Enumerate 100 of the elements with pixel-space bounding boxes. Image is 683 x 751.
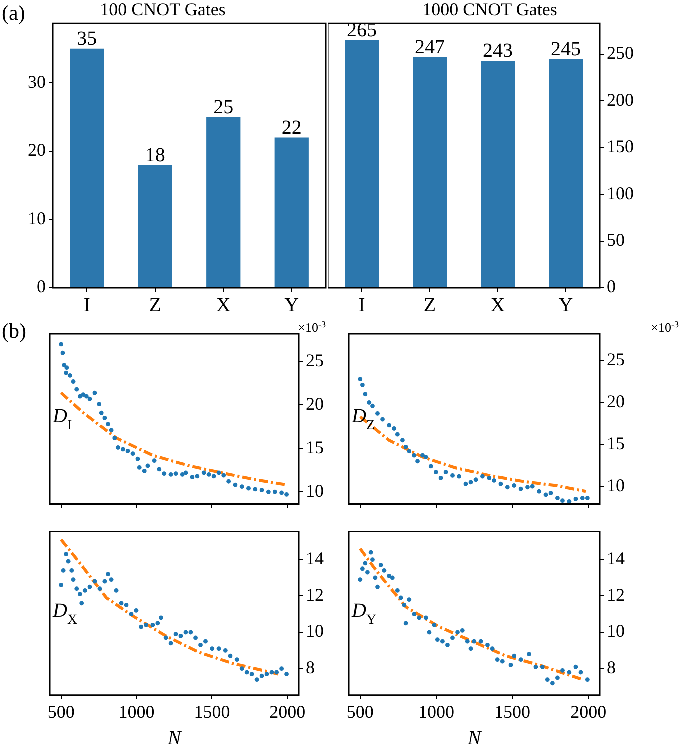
- point: [490, 646, 495, 652]
- point: [246, 486, 251, 491]
- point: [400, 438, 405, 443]
- point: [474, 478, 478, 482]
- point: [560, 498, 565, 504]
- point: [512, 654, 517, 658]
- point: [195, 474, 200, 479]
- point: [550, 681, 555, 686]
- point: [194, 636, 198, 640]
- x-tick-label: 1500: [494, 702, 531, 722]
- point: [530, 484, 535, 489]
- point: [450, 636, 455, 640]
- point: [157, 467, 162, 472]
- point: [440, 639, 445, 644]
- point: [508, 663, 514, 668]
- data-label: 35: [77, 28, 98, 50]
- point: [260, 674, 264, 678]
- y2-tick-label: 12: [607, 584, 625, 605]
- point: [284, 672, 289, 677]
- y2-tick-label: 12: [306, 584, 324, 605]
- point: [234, 658, 240, 662]
- point: [142, 469, 147, 474]
- point: [420, 453, 425, 458]
- point: [114, 588, 119, 593]
- y2-tick-label: 14: [306, 548, 324, 569]
- point: [159, 616, 164, 620]
- point: [130, 452, 136, 456]
- point: [106, 422, 110, 427]
- point: [382, 568, 387, 573]
- point: [376, 411, 380, 416]
- y2-tick-label: 15: [306, 437, 324, 458]
- point: [223, 648, 228, 653]
- point: [438, 476, 444, 480]
- point: [424, 455, 428, 460]
- point: [358, 578, 363, 582]
- point: [498, 482, 504, 486]
- y2-tick-label: 10: [607, 621, 625, 642]
- point: [233, 482, 238, 488]
- point: [120, 447, 126, 452]
- point: [398, 596, 404, 600]
- point: [387, 574, 392, 578]
- point: [416, 459, 420, 464]
- point: [512, 484, 517, 488]
- point: [240, 484, 244, 490]
- point: [144, 623, 148, 628]
- point: [280, 490, 284, 496]
- y2-tick-label: 20: [306, 394, 324, 414]
- x-tick-label: Z: [149, 294, 162, 316]
- point: [360, 382, 365, 388]
- point: [368, 550, 374, 555]
- point: [74, 586, 80, 592]
- point: [518, 486, 524, 492]
- chart-title: 100 CNOT Gates: [100, 0, 226, 20]
- point: [102, 416, 108, 420]
- point: [244, 670, 250, 675]
- point: [70, 568, 74, 573]
- point: [78, 592, 82, 597]
- point: [216, 470, 222, 476]
- point: [424, 616, 428, 620]
- point: [109, 578, 114, 582]
- point: [64, 552, 68, 557]
- point: [82, 588, 88, 593]
- y2-tick-label: 10: [607, 475, 625, 496]
- point: [99, 410, 104, 416]
- data-label: 243: [483, 40, 513, 62]
- point: [59, 342, 64, 347]
- point: [456, 630, 460, 635]
- y2-tick-label: 8: [306, 658, 315, 678]
- point: [358, 377, 363, 382]
- point: [178, 634, 184, 638]
- point: [460, 628, 465, 633]
- point: [116, 446, 120, 450]
- point: [444, 470, 448, 475]
- x-tick-label: X: [490, 294, 506, 316]
- point: [404, 444, 408, 450]
- point: [198, 643, 203, 648]
- bar: [70, 48, 104, 288]
- point: [102, 579, 108, 584]
- x-tick-label: I: [84, 294, 90, 316]
- point: [68, 373, 72, 378]
- point: [266, 490, 271, 494]
- point: [526, 485, 530, 490]
- y2-tick-label: 15: [607, 433, 625, 454]
- point: [548, 491, 554, 496]
- point: [527, 652, 532, 657]
- point: [228, 654, 233, 658]
- point: [216, 646, 222, 652]
- point: [567, 670, 572, 675]
- point: [180, 472, 185, 477]
- point: [88, 584, 92, 590]
- point: [129, 612, 134, 617]
- y2-tick-label: 100: [607, 183, 634, 204]
- point: [139, 624, 144, 630]
- point: [417, 616, 422, 620]
- x-axis-title: N: [466, 727, 483, 750]
- point: [468, 480, 474, 485]
- y2-tick-label: 8: [607, 658, 616, 678]
- text: (a): [2, 1, 26, 25]
- chart-title: 1000 CNOT Gates: [422, 0, 558, 20]
- bar: [206, 117, 241, 288]
